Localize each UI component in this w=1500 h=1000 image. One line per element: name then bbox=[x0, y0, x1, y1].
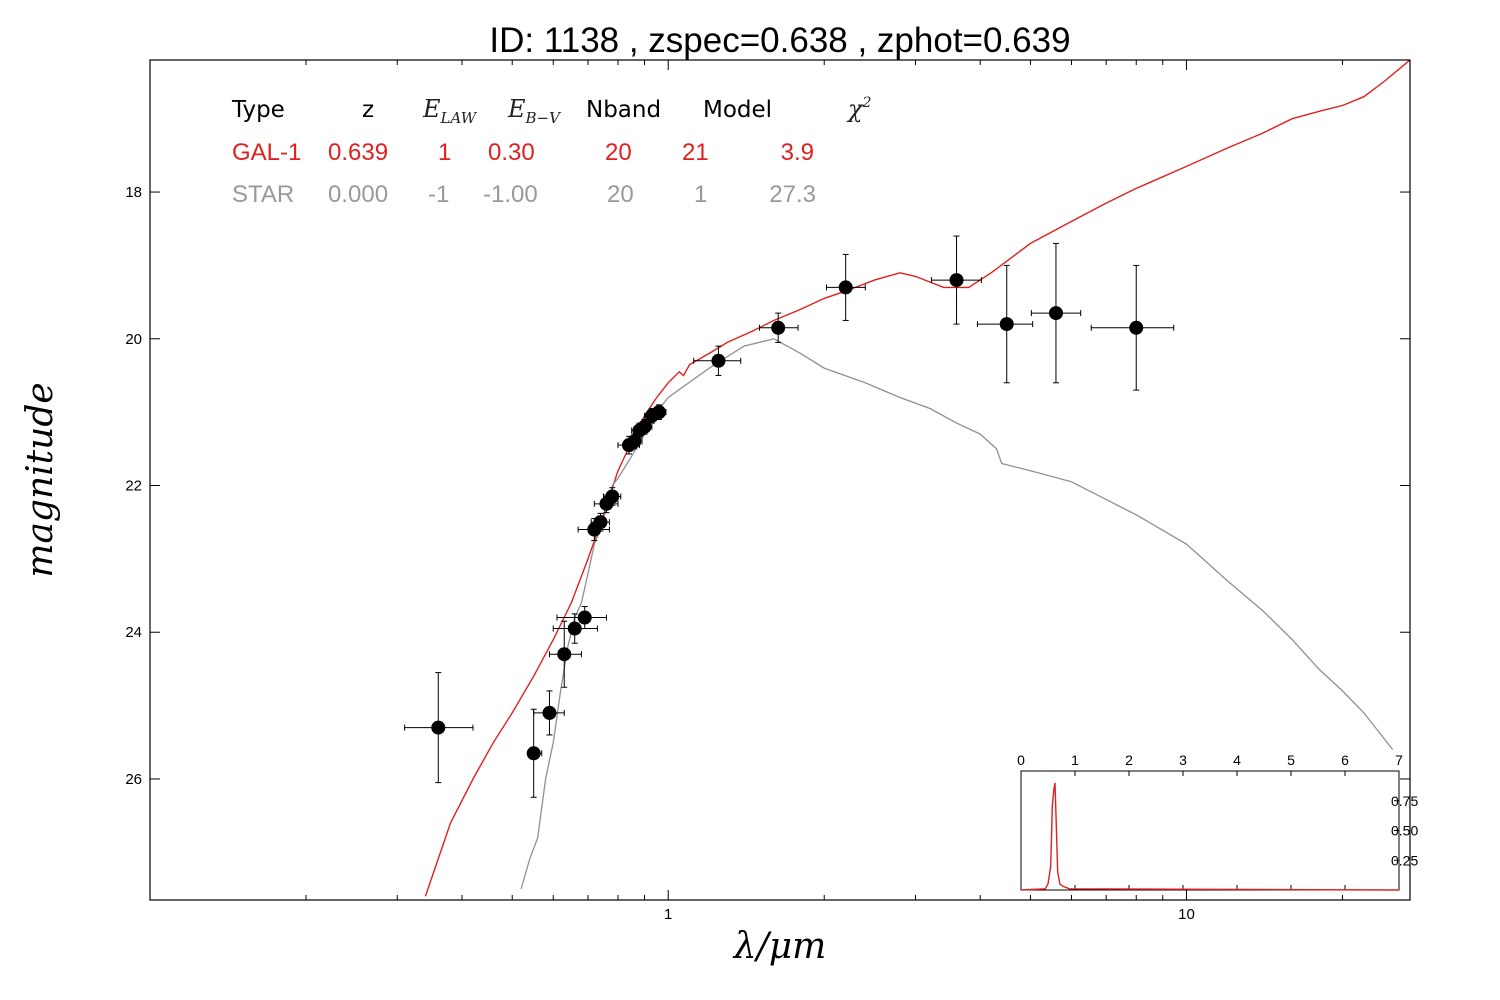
inset-x-tick-label: 4 bbox=[1233, 752, 1241, 768]
row-star-chi2: 27.3 bbox=[769, 181, 816, 208]
inset-x-tick-label: 2 bbox=[1125, 752, 1133, 768]
data-point-marker bbox=[1129, 320, 1144, 335]
row-gal-elaw: 1 bbox=[438, 139, 451, 166]
data-point bbox=[548, 620, 582, 688]
inset-plot bbox=[1020, 782, 1400, 891]
row-star-model: 1 bbox=[694, 181, 707, 208]
data-point bbox=[636, 418, 653, 435]
data-point-marker bbox=[542, 705, 557, 720]
galaxy-model-line bbox=[424, 60, 1410, 897]
inset-y-axis: 0.25 0.50 0.75 bbox=[1391, 793, 1418, 869]
data-point bbox=[976, 264, 1034, 384]
table-row-galaxy: GAL-1 0.639 1 0.30 20 21 3.9 bbox=[232, 139, 814, 166]
data-point-marker bbox=[711, 353, 726, 368]
plot-frame bbox=[149, 59, 1411, 901]
y-tick-label: 22 bbox=[125, 478, 142, 495]
table-header-chi2: χ2 bbox=[846, 95, 872, 123]
data-point-marker bbox=[1048, 306, 1063, 321]
chart-title: ID: 1138 , zspec=0.638 , zphot=0.639 bbox=[489, 21, 1070, 60]
data-point bbox=[590, 512, 610, 532]
data-point bbox=[552, 613, 598, 644]
inset-x-tick-label: 7 bbox=[1395, 752, 1403, 768]
data-point bbox=[602, 487, 622, 506]
row-gal-ebv: 0.30 bbox=[488, 139, 535, 166]
table-header-model: Model bbox=[703, 97, 772, 123]
fit-table: Type z ELAW EB−V Nband Model χ2 GAL-1 0.… bbox=[231, 95, 872, 208]
row-gal-chi2: 3.9 bbox=[781, 139, 814, 166]
x-tick-label: 1 bbox=[664, 906, 672, 923]
y-tick-label: 18 bbox=[125, 184, 142, 201]
redshift-pdf-line bbox=[1020, 782, 1400, 891]
data-point-marker bbox=[637, 419, 652, 434]
row-star-nband: 20 bbox=[607, 181, 634, 208]
y-tick-label: 24 bbox=[125, 624, 142, 641]
inset-y-tick-label: 0.50 bbox=[1391, 823, 1418, 839]
data-point-marker bbox=[771, 320, 786, 335]
data-point bbox=[651, 404, 667, 420]
data-point-marker bbox=[577, 610, 592, 625]
data-point bbox=[1090, 264, 1175, 391]
plot-area bbox=[404, 60, 1410, 897]
x-axis-label: λ/μm bbox=[732, 926, 826, 967]
row-star-ebv: -1.00 bbox=[483, 181, 538, 208]
table-header-type: Type bbox=[231, 97, 285, 123]
plot-clip-group bbox=[404, 60, 1410, 897]
data-point-marker bbox=[593, 515, 608, 530]
table-header-elaw: ELAW bbox=[422, 95, 478, 127]
table-header-nband: Nband bbox=[586, 97, 661, 123]
data-point-marker bbox=[652, 405, 667, 420]
row-gal-type: GAL-1 bbox=[232, 139, 301, 166]
y-tick-label: 26 bbox=[125, 771, 142, 788]
data-point-marker bbox=[999, 317, 1014, 332]
y-axis-label: magnitude bbox=[20, 382, 61, 577]
row-star-type: STAR bbox=[232, 181, 294, 208]
inset-frame bbox=[1020, 770, 1400, 891]
data-point-marker bbox=[557, 647, 572, 662]
data-point-marker bbox=[431, 720, 446, 735]
x-axis: 1 10 bbox=[149, 60, 1343, 923]
row-star-elaw: -1 bbox=[428, 181, 449, 208]
data-point bbox=[758, 312, 799, 343]
table-row-star: STAR 0.000 -1 -1.00 20 1 27.3 bbox=[232, 181, 816, 208]
data-point-marker bbox=[949, 273, 964, 288]
inset-x-tick-label: 0 bbox=[1017, 752, 1025, 768]
data-point bbox=[693, 345, 742, 376]
redshift-pdf-inset: 0 1 2 3 4 5 6 7 0.25 0.50 0.75 bbox=[1017, 752, 1418, 891]
data-point bbox=[1030, 242, 1082, 384]
inset-y-tick-label: 0.75 bbox=[1391, 793, 1418, 809]
inset-x-tick-label: 6 bbox=[1341, 752, 1349, 768]
row-gal-z: 0.639 bbox=[328, 139, 388, 166]
data-point bbox=[533, 690, 565, 736]
table-header-z: z bbox=[362, 97, 374, 123]
inset-x-tick-label: 5 bbox=[1287, 752, 1295, 768]
table-header-ebv: EB−V bbox=[507, 95, 562, 127]
row-gal-model: 21 bbox=[682, 139, 709, 166]
data-point bbox=[404, 672, 474, 784]
inset-x-tick-label: 1 bbox=[1071, 752, 1079, 768]
data-point bbox=[526, 708, 543, 798]
data-point bbox=[930, 235, 982, 325]
data-point-marker bbox=[526, 746, 541, 761]
data-point-marker bbox=[838, 280, 853, 295]
data-point-marker bbox=[605, 489, 620, 504]
y-tick-label: 20 bbox=[125, 331, 142, 348]
inset-x-tick-label: 3 bbox=[1179, 752, 1187, 768]
x-tick-label: 10 bbox=[1178, 906, 1195, 923]
data-point bbox=[556, 606, 607, 630]
row-gal-nband: 20 bbox=[605, 139, 632, 166]
data-point bbox=[825, 253, 866, 321]
data-point-marker bbox=[567, 621, 582, 636]
inset-x-axis: 0 1 2 3 4 5 6 7 bbox=[1017, 752, 1403, 890]
inset-y-tick-label: 0.25 bbox=[1391, 852, 1418, 868]
row-star-z: 0.000 bbox=[328, 181, 388, 208]
